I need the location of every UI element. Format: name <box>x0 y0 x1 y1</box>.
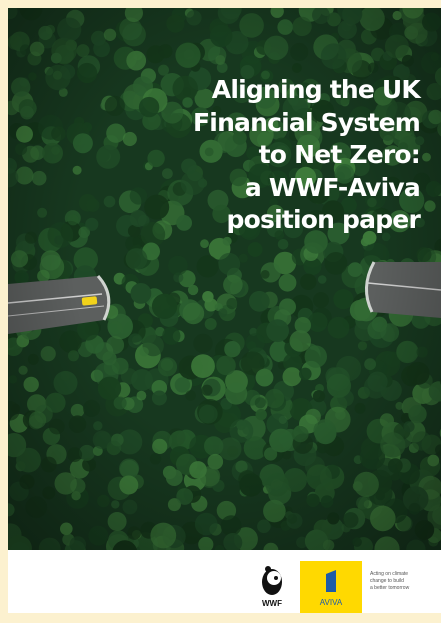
title-line: Aligning the UK <box>212 75 423 104</box>
tagline: Acting on climate change to build a bett… <box>370 571 410 591</box>
tagline-line: a better tomorrow <box>370 585 410 591</box>
tagline-line: Acting on climate <box>370 571 408 577</box>
panda-ear <box>265 566 271 572</box>
title-line: position paper <box>227 205 422 234</box>
tagline-line: change to build <box>370 578 404 584</box>
title-line: to Net Zero: <box>259 140 420 169</box>
cover: Aligning the UK Financial System to Net … <box>0 0 441 623</box>
page: Aligning the UK Financial System to Net … <box>0 0 441 623</box>
aviva-logo: AVIVA <box>300 561 362 613</box>
aviva-text: AVIVA <box>320 598 343 607</box>
title-line: Financial System <box>193 108 420 137</box>
wwf-text: WWF <box>262 599 282 608</box>
title-line: a WWF-Aviva <box>245 173 420 202</box>
panda-eye <box>274 576 278 580</box>
